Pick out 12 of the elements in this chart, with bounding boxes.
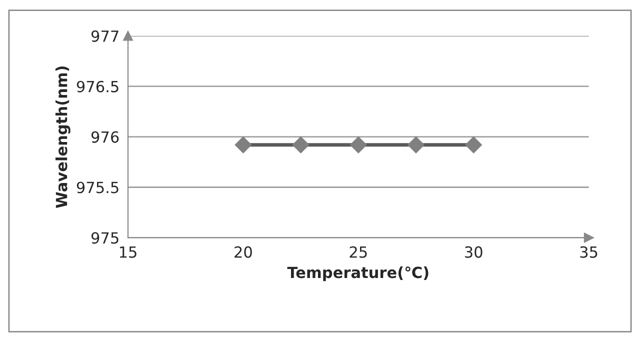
x-tick-label: 25 [350, 246, 367, 258]
y-tick-label: 976 [91, 131, 119, 143]
y-axis-title: Wavelength(nm) [55, 66, 70, 208]
x-tick-label: 35 [580, 246, 598, 258]
x-tick-label: 30 [465, 246, 482, 258]
x-axis-title: Temperature(℃) [287, 266, 428, 282]
y-tick-label: 975.5 [76, 182, 118, 194]
y-tick-label: 975 [91, 232, 118, 244]
y-tick-label: 977 [91, 30, 118, 42]
x-tick-label: 15 [120, 246, 136, 258]
x-tick-label: 20 [234, 246, 252, 258]
y-tick-label: 976.5 [76, 80, 118, 92]
